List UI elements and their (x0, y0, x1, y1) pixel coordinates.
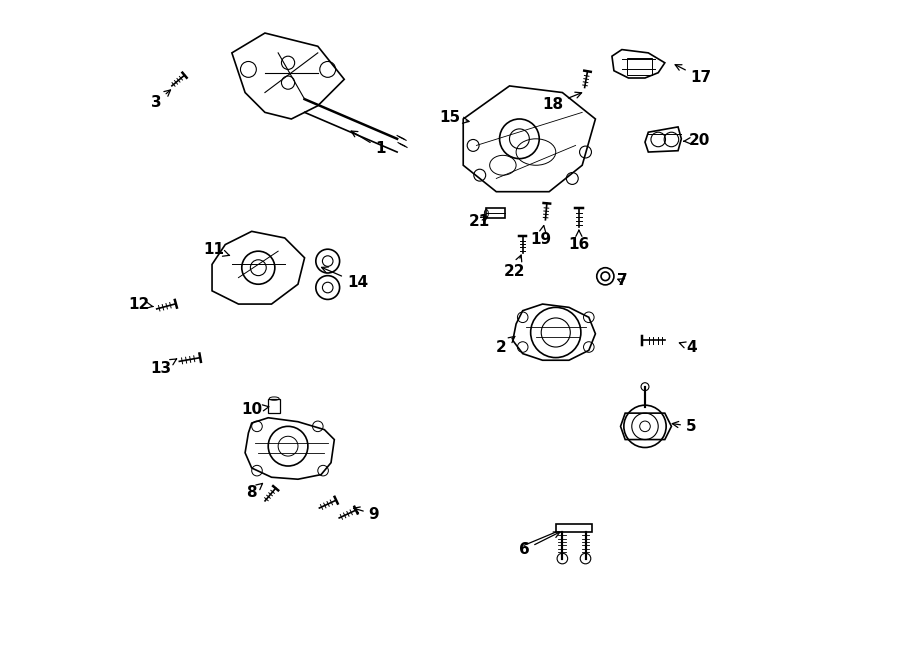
Text: 20: 20 (683, 133, 710, 147)
Text: 12: 12 (129, 297, 153, 311)
Text: 6: 6 (518, 532, 560, 557)
Text: 19: 19 (531, 225, 552, 247)
Text: 21: 21 (469, 214, 491, 229)
Text: 9: 9 (354, 507, 379, 522)
Text: 2: 2 (496, 336, 515, 354)
Text: 4: 4 (680, 340, 697, 354)
Text: 17: 17 (675, 65, 712, 85)
Text: 11: 11 (202, 243, 230, 257)
Bar (268, 399, 280, 413)
Bar (556, 524, 592, 532)
Bar (486, 208, 505, 218)
Text: 18: 18 (542, 92, 581, 112)
Text: 13: 13 (150, 359, 176, 376)
Bar (627, 58, 652, 75)
Text: 15: 15 (439, 110, 469, 125)
Text: 10: 10 (241, 403, 269, 417)
Text: 7: 7 (616, 274, 627, 288)
Text: 5: 5 (672, 419, 697, 434)
Text: 22: 22 (504, 255, 526, 278)
Text: 3: 3 (150, 90, 170, 110)
Text: 1: 1 (351, 131, 386, 156)
Text: 14: 14 (321, 267, 368, 290)
Text: 8: 8 (247, 483, 263, 500)
Text: 16: 16 (568, 230, 590, 252)
